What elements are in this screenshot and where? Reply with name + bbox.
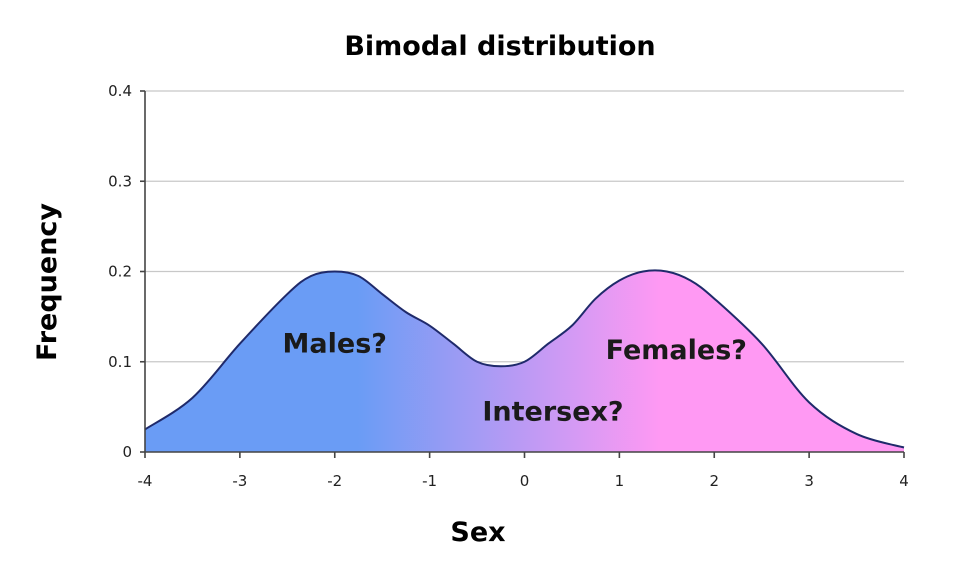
x-tick-label: 2 bbox=[709, 472, 719, 490]
x-axis-label: Sex bbox=[450, 517, 505, 548]
annotation-label: Females? bbox=[606, 335, 747, 366]
annotation-label: Intersex? bbox=[482, 396, 623, 427]
y-tick-label: 0 bbox=[122, 443, 132, 461]
annotations: Males? Intersex? Females? bbox=[283, 329, 747, 428]
grid-lines bbox=[145, 90, 904, 363]
x-tick-label: -4 bbox=[138, 472, 153, 490]
distribution-curve bbox=[144, 269, 905, 449]
x-tick-labels: -4 -3 -2 -1 0 1 2 3 4 bbox=[138, 472, 909, 490]
x-tick-label: 0 bbox=[520, 472, 530, 490]
x-tick-label: 4 bbox=[899, 472, 909, 490]
axes bbox=[140, 90, 905, 458]
x-tick-label: -1 bbox=[422, 472, 437, 490]
x-tick-label: -2 bbox=[327, 472, 342, 490]
chart-title: Bimodal distribution bbox=[344, 31, 655, 62]
x-tick-label: 3 bbox=[804, 472, 814, 490]
y-tick-label: 0.3 bbox=[108, 172, 132, 190]
y-axis-label: Frequency bbox=[32, 203, 63, 361]
x-tick-label: 1 bbox=[615, 472, 625, 490]
annotation-label: Males? bbox=[283, 329, 387, 360]
y-tick-labels: 0 0.1 0.2 0.3 0.4 bbox=[108, 82, 132, 461]
y-tick-label: 0.1 bbox=[108, 353, 132, 371]
distribution-area bbox=[145, 270, 904, 452]
y-tick-label: 0.4 bbox=[108, 82, 132, 100]
x-tick-label: -3 bbox=[232, 472, 247, 490]
y-tick-label: 0.2 bbox=[108, 263, 132, 281]
